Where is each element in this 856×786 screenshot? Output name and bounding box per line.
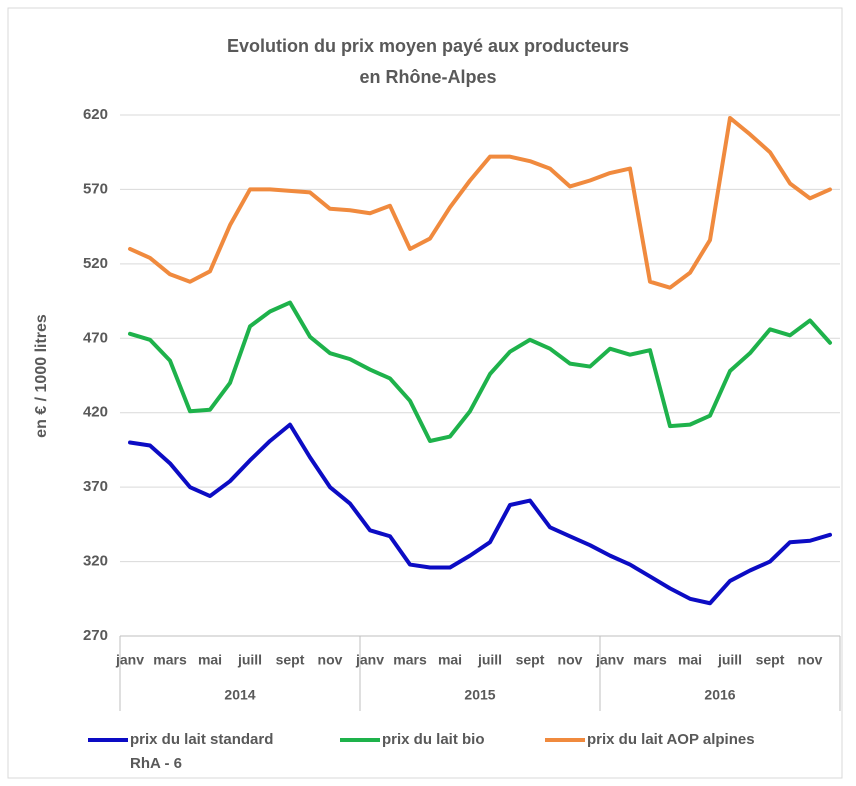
x-tick-label: nov bbox=[798, 652, 823, 668]
x-tick-label: janv bbox=[595, 652, 624, 668]
x-tick-label: juill bbox=[717, 652, 742, 668]
x-tick-label: mars bbox=[633, 652, 667, 668]
x-tick-label: sept bbox=[756, 652, 785, 668]
legend-label: prix du lait bio bbox=[382, 731, 485, 748]
y-tick-label: 470 bbox=[83, 329, 108, 346]
y-axis-label: en € / 1000 litres bbox=[33, 314, 50, 438]
x-tick-label: janv bbox=[115, 652, 144, 668]
y-tick-label: 620 bbox=[83, 106, 108, 123]
legend-label: prix du lait standard RhA - 6 bbox=[130, 731, 274, 772]
x-tick-label: nov bbox=[558, 652, 583, 668]
y-tick-label: 370 bbox=[83, 478, 108, 495]
legend-swatch bbox=[88, 738, 128, 742]
y-tick-label: 570 bbox=[83, 180, 108, 197]
legend-swatch bbox=[545, 738, 585, 742]
x-tick-label: mai bbox=[198, 652, 222, 668]
x-tick-label: mars bbox=[153, 652, 187, 668]
legend-swatch bbox=[340, 738, 380, 742]
x-tick-label: sept bbox=[276, 652, 305, 668]
x-tick-label: sept bbox=[516, 652, 545, 668]
x-tick-label: juill bbox=[237, 652, 262, 668]
y-tick-label: 320 bbox=[83, 553, 108, 570]
y-tick-label: 520 bbox=[83, 255, 108, 272]
y-tick-label: 270 bbox=[83, 627, 108, 644]
x-tick-label: nov bbox=[318, 652, 343, 668]
group-label: 2014 bbox=[224, 687, 255, 703]
chart-title: en Rhône-Alpes bbox=[359, 67, 496, 87]
y-tick-label: 420 bbox=[83, 404, 108, 421]
x-tick-label: juill bbox=[477, 652, 502, 668]
chart-title: Evolution du prix moyen payé aux product… bbox=[227, 36, 629, 56]
series-line bbox=[128, 300, 832, 443]
series-line bbox=[128, 115, 832, 290]
chart-frame bbox=[7, 7, 843, 779]
legend-label: prix du lait AOP alpines bbox=[587, 731, 755, 748]
x-tick-label: mars bbox=[393, 652, 427, 668]
x-tick-label: mai bbox=[438, 652, 462, 668]
group-label: 2015 bbox=[464, 687, 495, 703]
group-label: 2016 bbox=[704, 687, 735, 703]
x-tick-label: mai bbox=[678, 652, 702, 668]
series-line bbox=[128, 422, 832, 606]
x-tick-label: janv bbox=[355, 652, 384, 668]
